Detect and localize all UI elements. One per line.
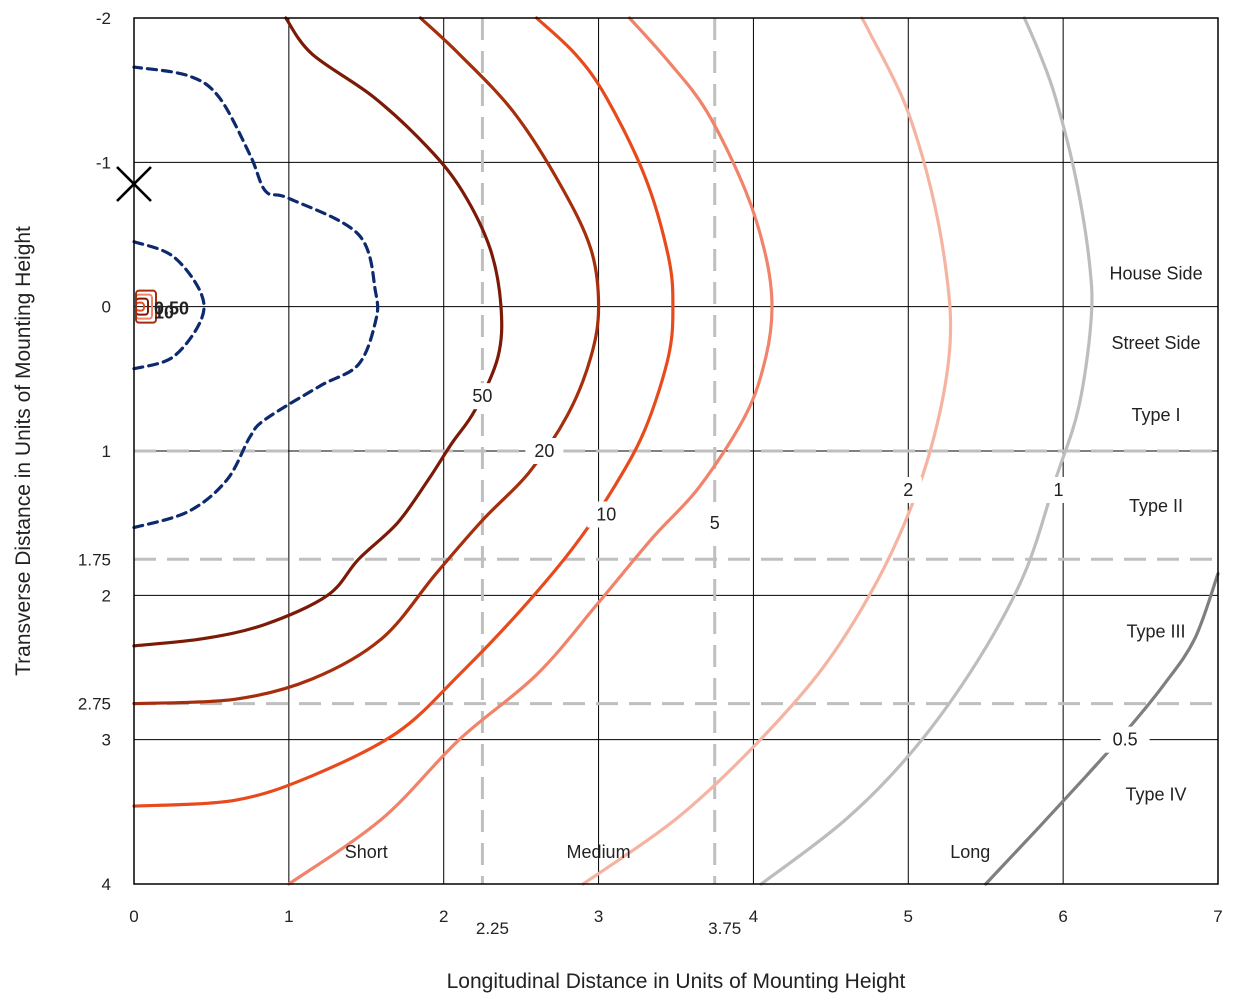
contour-lines — [132, 16, 1220, 886]
contour-label-bg — [1044, 476, 1072, 503]
contour-labels: 50 20 10 5 2 1 0.5 — [463, 383, 1150, 753]
x-tick-label: 2 — [439, 907, 448, 926]
x-tick-label-extra: 3.75 — [708, 919, 741, 938]
y-tick-label: 1 — [102, 442, 111, 461]
x-tick-label: 6 — [1058, 907, 1067, 926]
contour-label-bg — [1100, 726, 1150, 753]
distance-label: Short — [345, 842, 388, 862]
contour-line-50 — [132, 16, 504, 648]
type-label: Street Side — [1112, 333, 1201, 353]
y-tick-label: 0 — [102, 298, 111, 317]
type-label: Type III — [1127, 621, 1186, 641]
x-tick-label: 1 — [284, 907, 293, 926]
x-axis-ticks: 0 1 2 3 4 5 6 7 2.25 3.75 — [129, 907, 1222, 938]
contour-label-0.5: 0.5 — [1113, 730, 1138, 750]
contour-line-5 — [287, 16, 774, 886]
y-tick-label: -1 — [96, 153, 111, 172]
x-tick-label: 3 — [594, 907, 603, 926]
x-tick-label: 7 — [1213, 907, 1222, 926]
contour-line-dashed — [132, 65, 380, 530]
x-tick-label-extra: 2.25 — [476, 919, 509, 938]
type-label: Type I — [1132, 405, 1181, 425]
contour-line-20 — [132, 16, 601, 706]
plot-area — [133, 17, 1219, 885]
contour-label-5: 5 — [710, 513, 720, 533]
contour-label-bg — [894, 476, 922, 503]
origin-contour — [135, 289, 157, 324]
region-labels: Short Medium Long House Side Street Side Type… — [345, 263, 1203, 862]
distance-label: Medium — [567, 842, 631, 862]
contour-line-10 — [132, 16, 675, 808]
contour-line-dashed — [132, 240, 206, 371]
type-label: Type II — [1129, 496, 1183, 516]
type-label: Type IV — [1126, 785, 1187, 805]
contour-label-bg — [587, 501, 626, 528]
marker-stroke — [116, 166, 152, 202]
x-tick-label: 5 — [904, 907, 913, 926]
contour-label-10: 10 — [596, 505, 616, 525]
distance-label: Long — [950, 842, 990, 862]
y-tick-label: 3 — [102, 731, 111, 750]
y-axis-title: Transverse Distance in Units of Mounting… — [12, 226, 35, 676]
origin-contour-label: 10 — [154, 303, 174, 323]
contour-line-1 — [759, 16, 1094, 886]
contour-label-bg — [463, 383, 502, 410]
origin-contour-label: 0.50 — [154, 299, 189, 319]
contour-label-bg — [701, 510, 729, 537]
y-tick-label-extra: 2.75 — [78, 695, 111, 714]
y-tick-label: 4 — [102, 875, 111, 894]
x-axis-title: Longitudinal Distance in Units of Mounti… — [447, 970, 906, 993]
contour-label-bg — [525, 438, 564, 464]
x-tick-label: 4 — [749, 907, 758, 926]
luminaire-marker — [116, 166, 152, 202]
y-tick-label: 2 — [102, 586, 111, 605]
contour-label-50: 50 — [472, 386, 492, 406]
y-tick-label-extra: 1.75 — [78, 550, 111, 569]
y-tick-label: -2 — [96, 9, 111, 28]
type-label: House Side — [1110, 263, 1203, 283]
luminaire-x-icon — [116, 166, 152, 202]
contour-label-1: 1 — [1053, 480, 1063, 500]
contour-line-2 — [581, 16, 953, 886]
contour-label-2: 2 — [903, 480, 913, 500]
reference-lines — [134, 18, 1218, 884]
contour-label-20: 20 — [534, 441, 554, 461]
y-axis-ticks: -2 -1 0 1 2 3 4 1.75 2.75 — [78, 9, 111, 894]
x-tick-label: 0 — [129, 907, 138, 926]
